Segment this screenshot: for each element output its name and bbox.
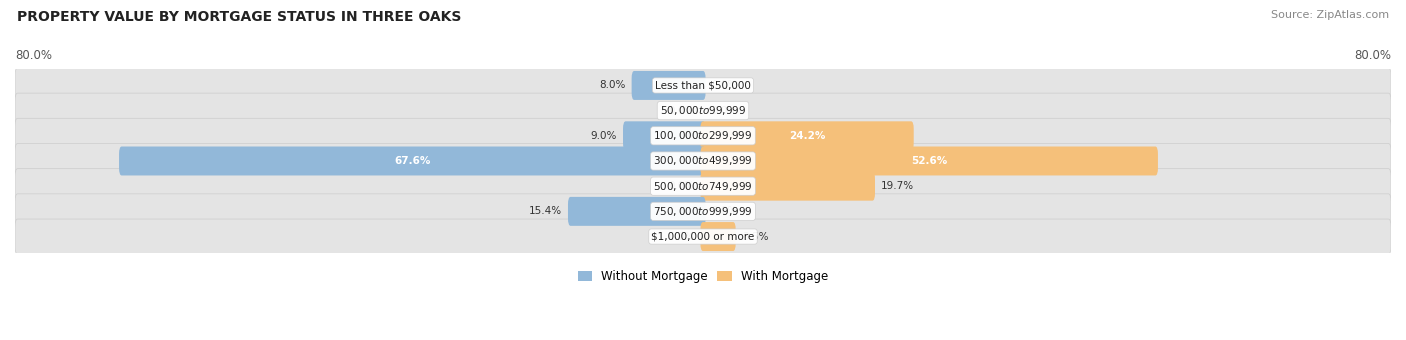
Text: PROPERTY VALUE BY MORTGAGE STATUS IN THREE OAKS: PROPERTY VALUE BY MORTGAGE STATUS IN THR… xyxy=(17,10,461,24)
FancyBboxPatch shape xyxy=(15,68,1391,103)
FancyBboxPatch shape xyxy=(15,93,1391,128)
Text: 9.0%: 9.0% xyxy=(591,131,617,141)
FancyBboxPatch shape xyxy=(15,143,1391,178)
FancyBboxPatch shape xyxy=(120,147,706,175)
Text: 3.5%: 3.5% xyxy=(742,232,768,241)
Text: 0.0%: 0.0% xyxy=(668,106,695,116)
Text: $500,000 to $749,999: $500,000 to $749,999 xyxy=(654,180,752,193)
Legend: Without Mortgage, With Mortgage: Without Mortgage, With Mortgage xyxy=(574,265,832,287)
FancyBboxPatch shape xyxy=(15,118,1391,153)
FancyBboxPatch shape xyxy=(700,121,914,150)
Text: 0.0%: 0.0% xyxy=(711,106,738,116)
FancyBboxPatch shape xyxy=(700,147,1159,175)
Text: 8.0%: 8.0% xyxy=(599,81,626,90)
Text: $50,000 to $99,999: $50,000 to $99,999 xyxy=(659,104,747,117)
Text: 67.6%: 67.6% xyxy=(394,156,430,166)
Text: 80.0%: 80.0% xyxy=(1354,49,1391,62)
Text: Less than $50,000: Less than $50,000 xyxy=(655,81,751,90)
FancyBboxPatch shape xyxy=(568,197,706,226)
Text: 19.7%: 19.7% xyxy=(882,181,914,191)
FancyBboxPatch shape xyxy=(700,222,735,251)
FancyBboxPatch shape xyxy=(631,71,706,100)
FancyBboxPatch shape xyxy=(623,121,706,150)
Text: $750,000 to $999,999: $750,000 to $999,999 xyxy=(654,205,752,218)
Text: 0.0%: 0.0% xyxy=(711,81,738,90)
FancyBboxPatch shape xyxy=(15,219,1391,254)
Text: 80.0%: 80.0% xyxy=(15,49,52,62)
FancyBboxPatch shape xyxy=(15,169,1391,204)
Text: 0.0%: 0.0% xyxy=(668,232,695,241)
Text: 52.6%: 52.6% xyxy=(911,156,948,166)
Text: 0.0%: 0.0% xyxy=(711,206,738,216)
Text: $1,000,000 or more: $1,000,000 or more xyxy=(651,232,755,241)
Text: 15.4%: 15.4% xyxy=(529,206,562,216)
FancyBboxPatch shape xyxy=(15,194,1391,229)
Text: $100,000 to $299,999: $100,000 to $299,999 xyxy=(654,129,752,142)
Text: $300,000 to $499,999: $300,000 to $499,999 xyxy=(654,154,752,168)
Text: 0.0%: 0.0% xyxy=(668,181,695,191)
Text: 24.2%: 24.2% xyxy=(789,131,825,141)
Text: Source: ZipAtlas.com: Source: ZipAtlas.com xyxy=(1271,10,1389,20)
FancyBboxPatch shape xyxy=(700,172,875,201)
